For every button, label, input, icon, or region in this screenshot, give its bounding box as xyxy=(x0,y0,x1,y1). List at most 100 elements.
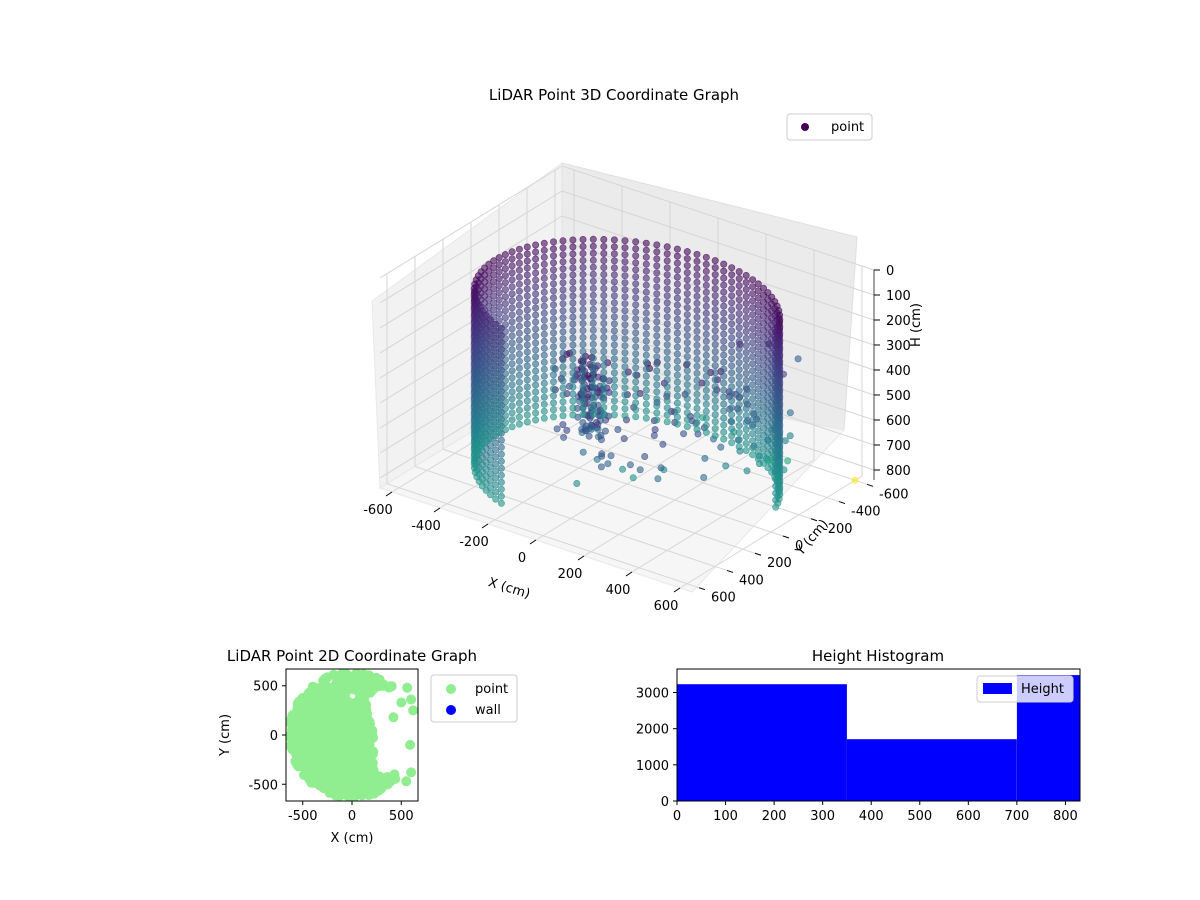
point-3d xyxy=(579,333,587,341)
legend-2d-label-wall: wall xyxy=(475,703,501,718)
point-3d xyxy=(642,246,650,254)
z-axis-label-3d: H (cm) xyxy=(909,303,924,347)
point-3d xyxy=(569,306,577,314)
point-3d xyxy=(673,378,681,386)
point-3d xyxy=(735,296,743,304)
point-3d xyxy=(754,441,762,449)
point-3d xyxy=(523,278,531,286)
point-2d xyxy=(321,736,332,747)
point-3d xyxy=(579,243,587,251)
point-3d xyxy=(485,358,493,366)
point-3d xyxy=(559,251,567,259)
point-3d xyxy=(559,391,567,399)
point-3d xyxy=(720,281,728,289)
point-3d xyxy=(508,339,516,347)
point-2d xyxy=(350,764,361,775)
point-2d xyxy=(396,697,407,708)
point-3d xyxy=(621,391,629,399)
point-3d xyxy=(485,365,493,373)
point-3d xyxy=(579,347,587,355)
point-2d xyxy=(354,749,365,760)
point-2d xyxy=(341,756,352,767)
point-3d xyxy=(490,355,498,363)
y-tick-label-3d: -200 xyxy=(823,522,853,537)
point-2d xyxy=(306,776,317,787)
point-3d xyxy=(742,348,750,356)
point-3d xyxy=(754,287,762,295)
point-3d xyxy=(515,371,523,379)
point-3d xyxy=(742,404,750,412)
point-3d xyxy=(501,363,509,371)
point-2d xyxy=(351,697,362,708)
point-3d xyxy=(501,251,509,259)
point-3d xyxy=(490,334,498,342)
point-3d xyxy=(610,285,618,293)
point-3d xyxy=(508,409,516,417)
point-3d xyxy=(490,299,498,307)
point-3d xyxy=(495,352,503,360)
point-3d xyxy=(754,280,762,288)
point-3d xyxy=(642,260,650,268)
point-3d xyxy=(728,355,736,363)
point-3d xyxy=(728,425,736,433)
point-3d xyxy=(490,278,498,286)
point-3d xyxy=(794,355,802,363)
point-3d xyxy=(497,436,505,444)
point-3d xyxy=(501,272,509,280)
point-3d xyxy=(720,309,728,317)
point-3d xyxy=(495,296,503,304)
point-3d xyxy=(728,383,736,391)
point-3d xyxy=(501,265,509,273)
point-3d xyxy=(549,308,557,316)
point-3d xyxy=(569,362,577,370)
point-3d xyxy=(663,292,671,300)
point-3d xyxy=(600,305,608,313)
point-3d xyxy=(702,267,710,275)
point-3d xyxy=(754,364,762,372)
point-3d xyxy=(742,285,750,293)
point-3d xyxy=(673,322,681,330)
point-3d xyxy=(523,306,531,314)
point-3d xyxy=(600,284,608,292)
point-3d xyxy=(532,269,540,277)
point-3d xyxy=(717,443,725,451)
points-3d xyxy=(470,235,859,511)
point-3d xyxy=(600,333,608,341)
point-3d xyxy=(485,372,493,380)
point-3d xyxy=(621,377,629,385)
point-3d xyxy=(559,363,567,371)
point-2d xyxy=(362,673,373,684)
point-3d xyxy=(693,299,701,307)
point-3d xyxy=(742,299,750,307)
point-3d xyxy=(549,357,557,365)
point-3d xyxy=(485,337,493,345)
point-3d xyxy=(632,245,640,253)
point-3d xyxy=(742,376,750,384)
point-3d xyxy=(735,436,743,444)
x-tick-3d xyxy=(529,539,537,545)
point-3d xyxy=(632,329,640,337)
axes-3d: -600-400-2000200400600-600-400-200020040… xyxy=(363,264,911,614)
y-tick-3d xyxy=(782,535,790,539)
z-tick-label-3d: 200 xyxy=(886,314,911,329)
point-3d xyxy=(711,278,719,286)
point-3d xyxy=(559,377,567,385)
point-3d xyxy=(485,281,493,289)
point-3d xyxy=(728,390,736,398)
point-3d xyxy=(532,346,540,354)
point-3d xyxy=(621,363,629,371)
point-3d xyxy=(653,297,661,305)
point-3d xyxy=(559,307,567,315)
point-3d xyxy=(653,416,661,424)
point-3d xyxy=(490,362,498,370)
point-3d xyxy=(735,268,743,276)
point-3d xyxy=(532,318,540,326)
x-tick-label-3d: -200 xyxy=(459,535,489,550)
point-3d xyxy=(673,294,681,302)
point-3d xyxy=(549,378,557,386)
point-3d xyxy=(490,257,498,265)
point-3d xyxy=(501,405,509,413)
point-3d xyxy=(589,326,597,334)
point-3d xyxy=(711,425,719,433)
